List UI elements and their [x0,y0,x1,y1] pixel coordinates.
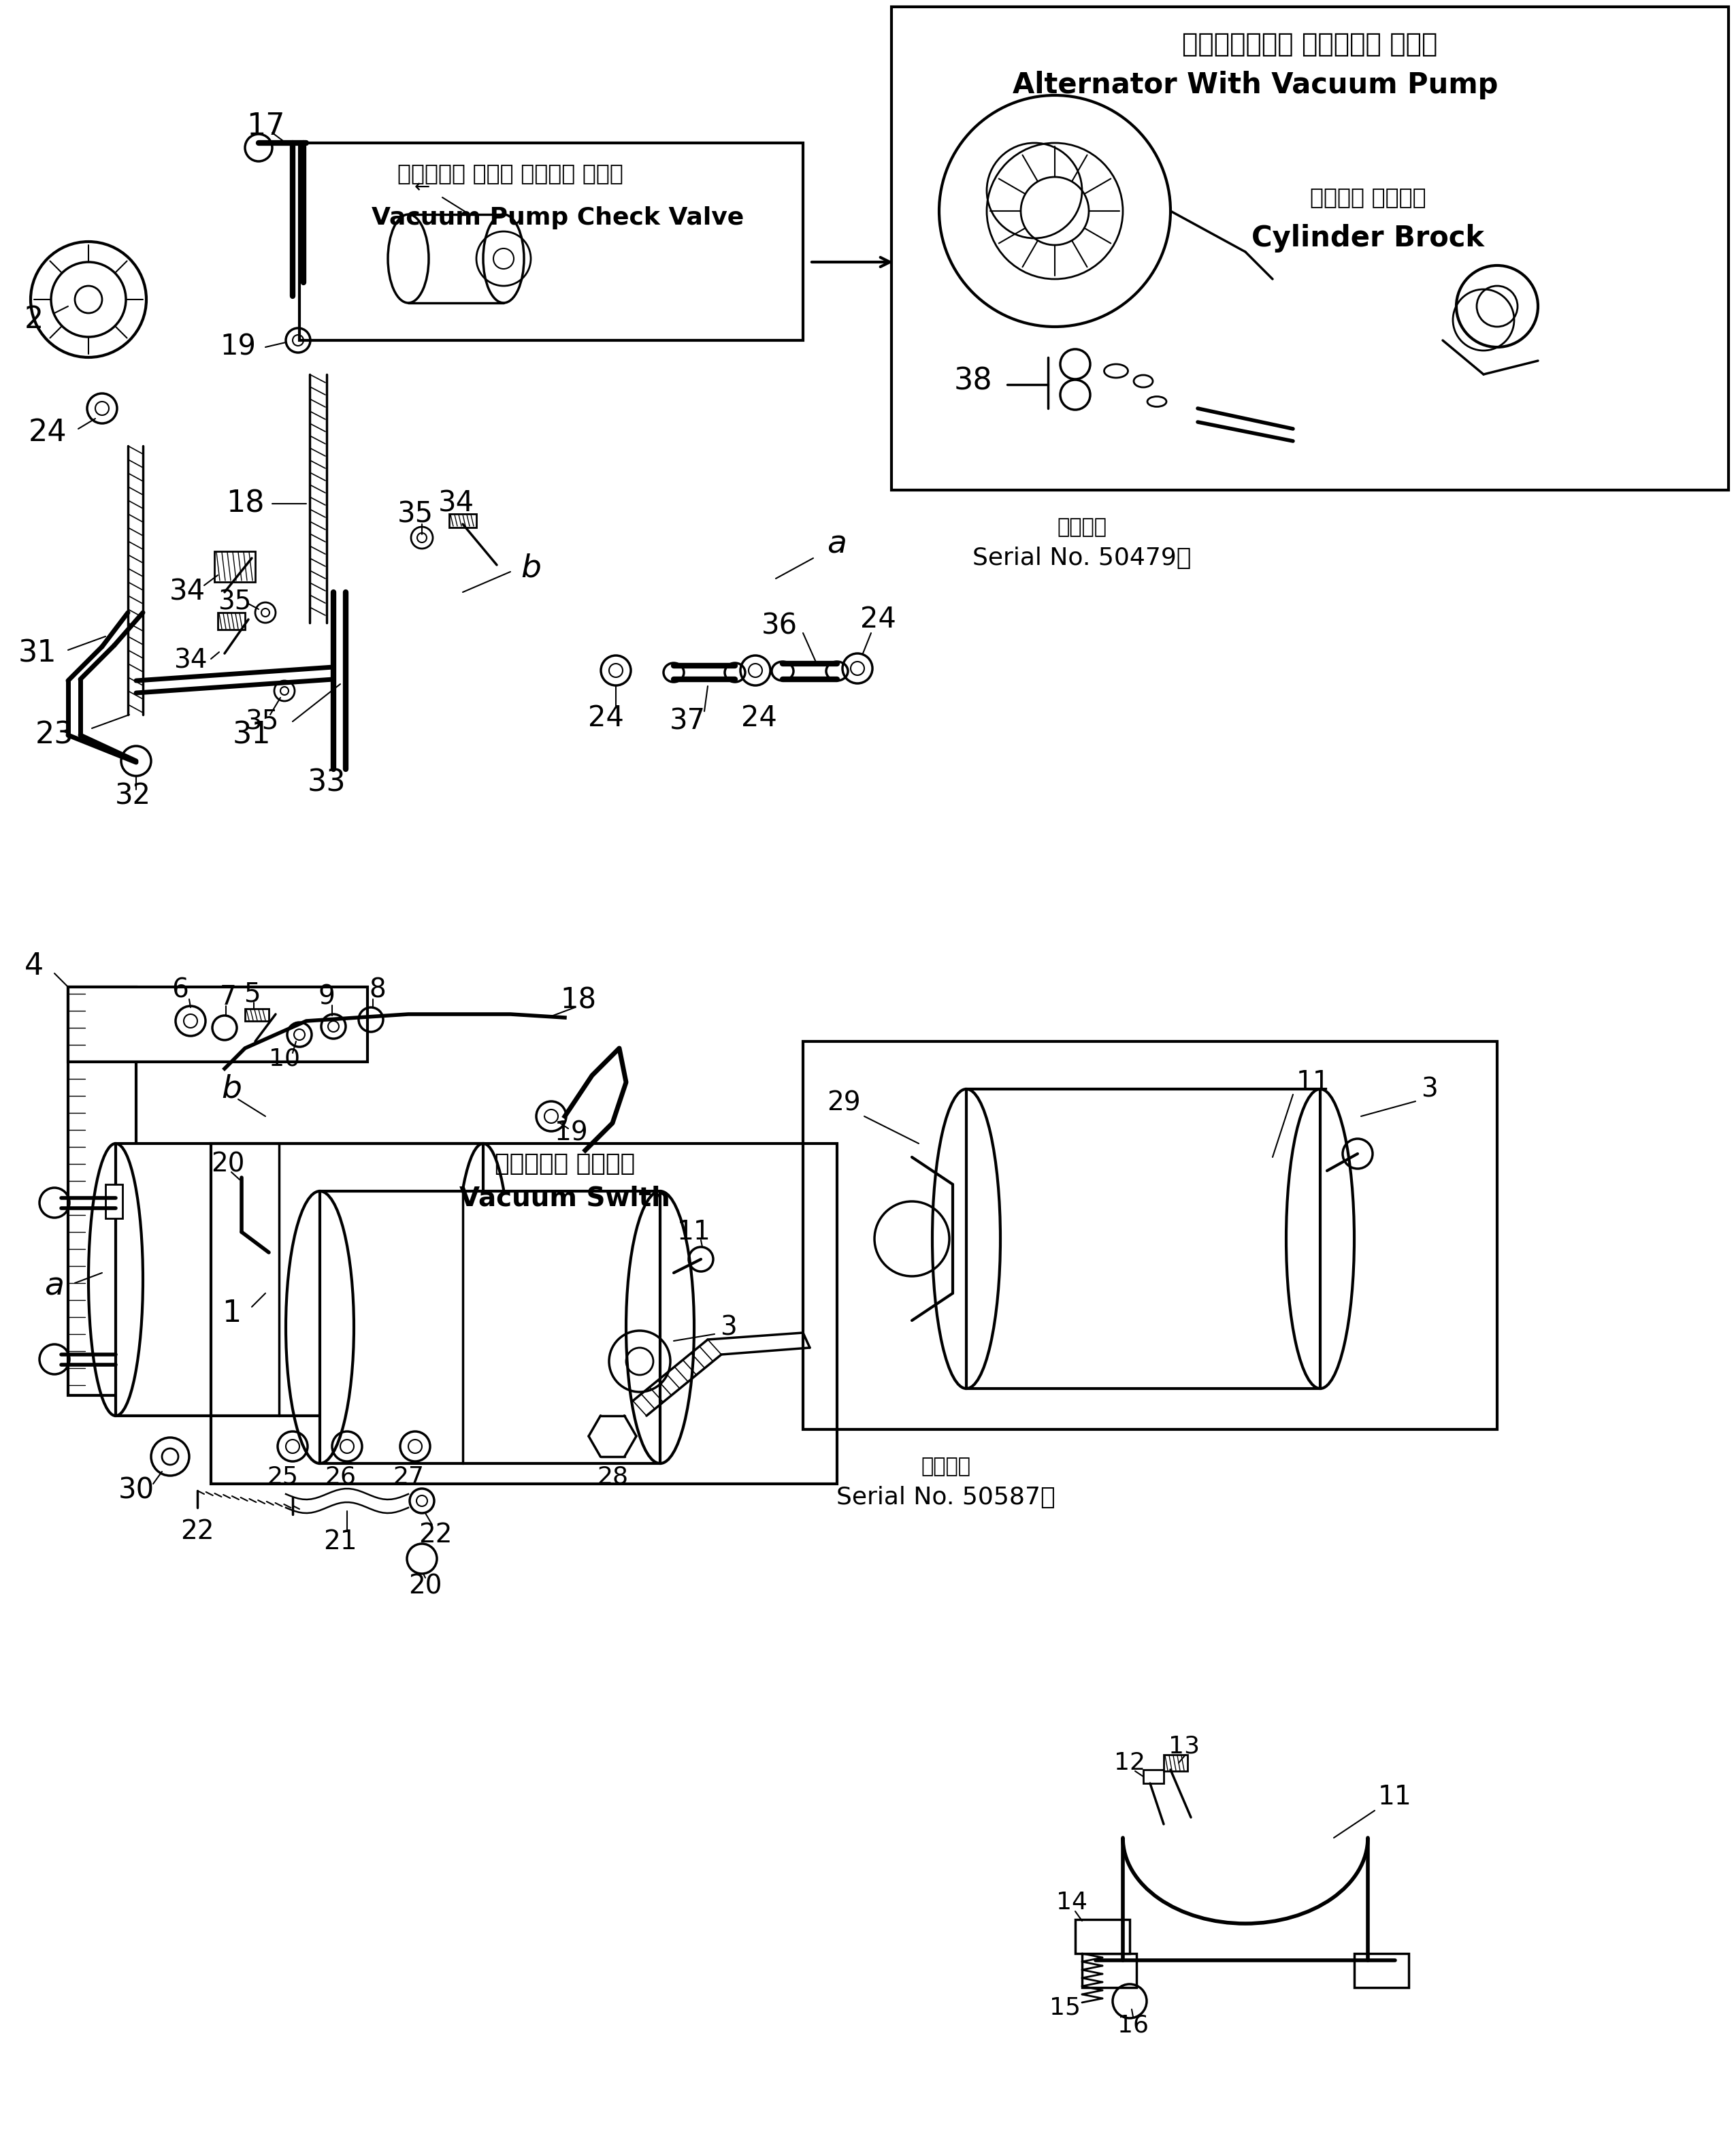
Text: 15: 15 [1049,1997,1082,2020]
Text: a: a [45,1271,64,1301]
Text: 10: 10 [269,1046,300,1070]
Bar [116,1143,483,1417]
Text: Serial No. 50587～: Serial No. 50587～ [837,1485,1055,1509]
Circle shape [245,135,273,160]
Text: 24: 24 [589,704,623,732]
Bar [212,1143,837,1483]
Text: 23: 23 [35,721,73,749]
Bar [450,514,476,529]
Text: 22: 22 [181,1519,214,1545]
Text: 31: 31 [17,640,57,668]
Text: 29: 29 [826,1089,861,1115]
Text: 21: 21 [323,1528,358,1554]
Text: バキューム ポンプ チェック ハルフ: バキューム ポンプ チェック ハルフ [398,163,623,184]
Text: 9: 9 [318,984,335,1010]
Bar [68,987,368,1061]
Bar [299,143,804,340]
Text: b: b [220,1074,241,1104]
Text: 30: 30 [118,1477,155,1504]
Text: Serial No. 50479～: Serial No. 50479～ [972,546,1191,569]
Text: 24: 24 [859,606,896,633]
Text: 34: 34 [174,646,207,674]
Text: 19: 19 [556,1121,589,1147]
Bar [1075,1920,1130,1954]
Circle shape [75,287,102,312]
Text: Alternator With Vacuum Pump: Alternator With Vacuum Pump [1012,71,1498,98]
Text: 24: 24 [741,704,776,732]
Text: シリンダ ブロック: シリンダ ブロック [1309,186,1425,208]
Text: 16: 16 [1118,2014,1149,2037]
Text: 34: 34 [168,578,205,606]
Text: 18: 18 [226,490,264,518]
Text: 26: 26 [325,1466,356,1489]
Text: 35: 35 [219,588,252,616]
Bar [214,552,255,582]
Text: 27: 27 [392,1466,424,1489]
Bar [892,6,1729,490]
Bar [1163,1755,1187,1772]
Text: 25: 25 [267,1466,299,1489]
Text: 3: 3 [1420,1076,1437,1102]
Text: 20: 20 [212,1151,245,1177]
Text: 33: 33 [307,768,345,798]
Text: 19: 19 [220,334,257,362]
Text: 7: 7 [219,984,236,1010]
Text: 1: 1 [222,1299,241,1329]
Text: a: a [826,529,847,561]
Text: 34: 34 [437,490,474,518]
Text: 17: 17 [247,111,285,141]
Text: Vacuum Pump Check Valve: Vacuum Pump Check Valve [372,205,745,229]
Text: 両共合機: 両共合機 [1057,518,1108,537]
Bar [1354,1954,1408,1988]
Text: 6: 6 [172,978,189,1004]
Text: 18: 18 [561,987,597,1014]
Text: 28: 28 [597,1466,628,1489]
Bar [68,987,135,1395]
Bar [217,612,245,629]
Text: 35: 35 [245,708,279,734]
Text: バキューム スイッチ: バキューム スイッチ [495,1151,635,1175]
Text: 11: 11 [1297,1070,1330,1096]
Bar [804,1042,1496,1430]
Bar [1144,1770,1163,1783]
Text: 3: 3 [720,1314,736,1340]
Text: ←: ← [413,178,431,197]
Text: 36: 36 [760,612,797,640]
Text: 12: 12 [1115,1751,1146,1774]
Text: 20: 20 [408,1573,443,1599]
Bar [106,1183,123,1218]
Circle shape [467,1263,500,1297]
Text: 11: 11 [677,1220,712,1245]
Text: 35: 35 [398,499,434,529]
Text: 13: 13 [1168,1733,1200,1757]
Text: 4: 4 [24,952,43,980]
Text: オルタネータ付 ハキューム ポンプ: オルタネータ付 ハキューム ポンプ [1182,32,1437,58]
Text: Cylinder Brock: Cylinder Brock [1252,225,1484,253]
Text: 11: 11 [1378,1785,1411,1810]
Bar [967,1089,1319,1389]
Bar [1082,1954,1137,1988]
Text: 38: 38 [953,366,993,396]
Text: 2: 2 [24,306,43,334]
Text: 31: 31 [233,721,271,749]
Text: 5: 5 [243,980,260,1006]
Text: 37: 37 [670,706,705,736]
Text: 24: 24 [28,417,68,447]
Text: 22: 22 [418,1522,453,1547]
Text: 両共合機: 両共合機 [922,1457,970,1477]
Bar [245,1008,269,1021]
Text: 8: 8 [370,978,385,1004]
Text: 14: 14 [1055,1892,1087,1913]
Text: Vacuum Swith: Vacuum Swith [460,1186,670,1211]
Bar [319,1192,660,1464]
Text: b: b [521,552,542,584]
Text: 32: 32 [115,781,151,811]
